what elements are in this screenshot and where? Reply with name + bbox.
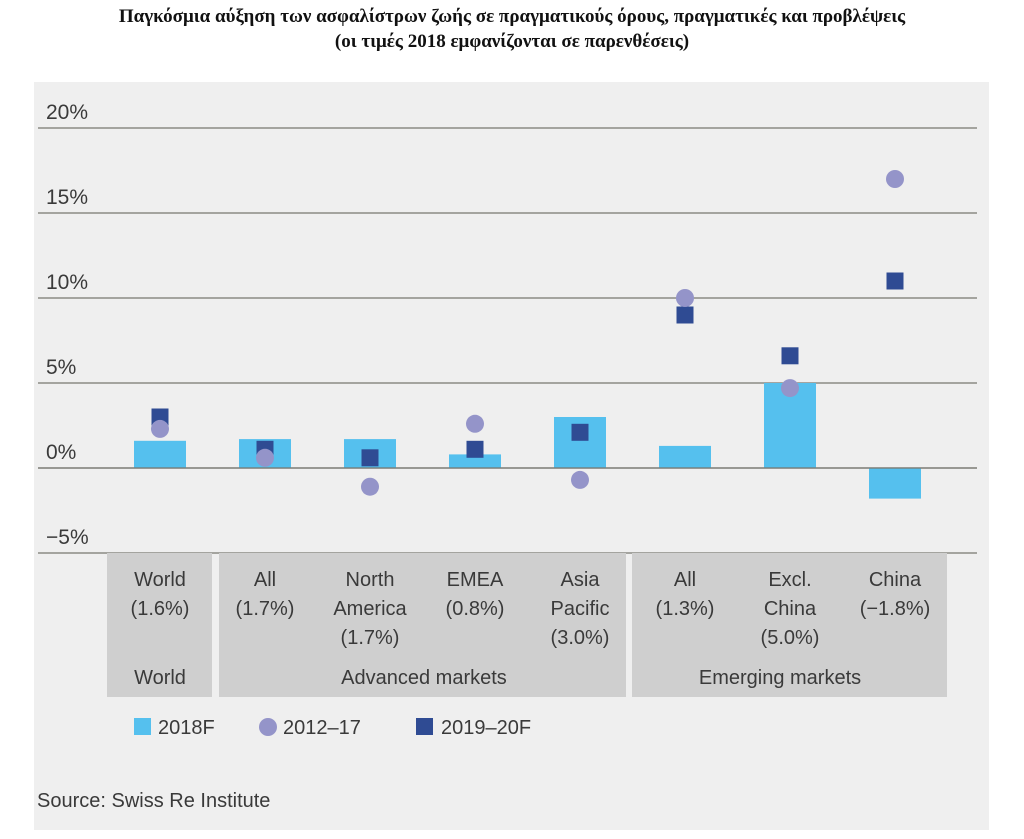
marker-2019-20f — [781, 347, 799, 365]
marker-2012-17 — [151, 419, 169, 438]
marker-2012-17 — [781, 379, 799, 398]
category-label: North — [346, 569, 395, 591]
category-label: (1.7%) — [341, 627, 400, 649]
chart-title-line1: Παγκόσμια αύξηση των ασφαλίστρων ζωής σε… — [118, 6, 906, 27]
legend-swatch-2012-17 — [259, 718, 277, 736]
marker-2019-20f — [676, 306, 694, 324]
source-note: Source: Swiss Re Institute — [37, 790, 270, 812]
bar-2018f — [869, 468, 921, 499]
group-label: Advanced markets — [341, 667, 507, 689]
category-label: (3.0%) — [551, 627, 610, 649]
y-tick-label: 15% — [46, 186, 88, 209]
y-tick-label: 20% — [46, 101, 88, 124]
category-label: (0.8%) — [446, 598, 505, 620]
chart-title-line2: (οι τιμές 2018 εμφανίζονται σε παρενθέσε… — [334, 31, 690, 52]
legend-label-2012-17: 2012–17 — [283, 717, 361, 739]
marker-2019-20f — [466, 440, 484, 458]
marker-2019-20f — [886, 272, 904, 290]
category-box — [632, 553, 947, 697]
category-label: Excl. — [768, 569, 811, 591]
bar-2018f — [449, 454, 501, 468]
category-label: China — [869, 569, 922, 591]
category-label: China — [764, 598, 817, 620]
category-label: (−1.8%) — [860, 598, 931, 620]
category-label: World — [134, 569, 186, 591]
group-label: World — [134, 667, 186, 689]
category-label: Pacific — [551, 598, 610, 620]
category-label: (1.3%) — [656, 598, 715, 620]
category-label: America — [333, 598, 407, 620]
bar-2018f — [134, 440, 186, 468]
category-label: (1.6%) — [131, 598, 190, 620]
category-box — [219, 553, 626, 697]
group-label: Emerging markets — [699, 667, 861, 689]
marker-2012-17 — [571, 470, 589, 489]
category-label: All — [254, 569, 276, 591]
marker-2019-20f — [361, 449, 379, 467]
category-label: All — [674, 569, 696, 591]
y-tick-label: −5% — [46, 526, 89, 549]
marker-2012-17 — [361, 477, 379, 496]
marker-2012-17 — [676, 289, 694, 307]
legend-swatch-2018f — [134, 718, 151, 735]
chart-title: Παγκόσμια αύξηση των ασφαλίστρων ζωής σε… — [0, 4, 1024, 54]
bar-2018f — [659, 445, 711, 468]
y-tick-label: 10% — [46, 271, 88, 294]
category-label: (1.7%) — [236, 598, 295, 620]
category-label: EMEA — [447, 569, 504, 591]
legend-label-2018f: 2018F — [158, 717, 215, 739]
marker-2012-17 — [466, 414, 484, 433]
legend-label-2019-20f: 2019–20F — [441, 717, 531, 739]
marker-2019-20f — [571, 423, 589, 441]
category-label: Asia — [561, 569, 601, 591]
category-box — [107, 553, 212, 697]
marker-2012-17 — [256, 448, 274, 467]
bar-2018f — [764, 383, 816, 468]
category-label: (5.0%) — [761, 627, 820, 649]
y-tick-label: 5% — [46, 356, 76, 379]
legend-swatch-2019-20f — [416, 718, 433, 735]
y-tick-label: 0% — [46, 441, 76, 464]
chart-panel — [34, 82, 989, 830]
marker-2012-17 — [886, 170, 904, 188]
